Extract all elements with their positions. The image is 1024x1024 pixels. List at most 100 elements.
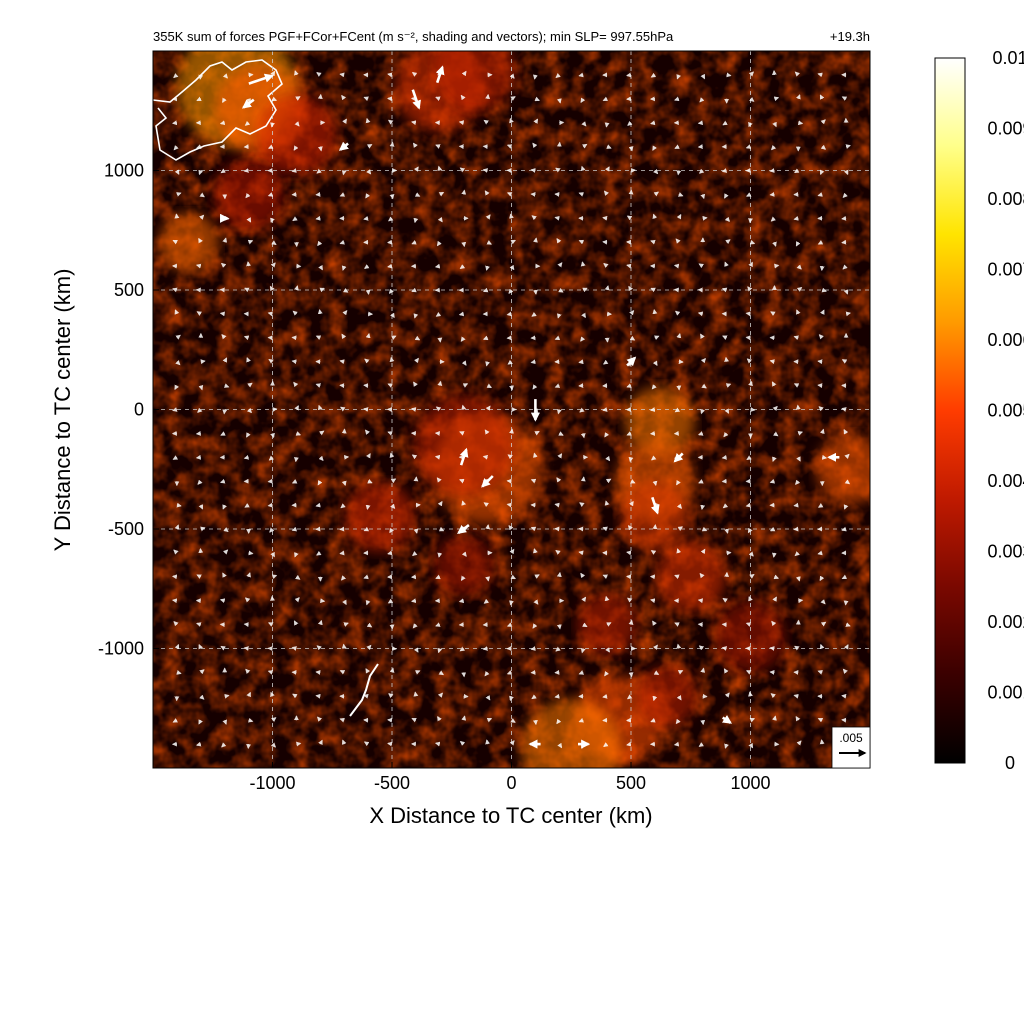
- force-vector-small: [484, 670, 490, 677]
- force-vector-small: [674, 622, 680, 627]
- force-vector-small: [461, 241, 467, 248]
- force-vector-small: [843, 504, 849, 510]
- force-vector-small: [220, 431, 226, 436]
- force-vector-small: [460, 575, 466, 581]
- force-vector-small: [459, 740, 466, 746]
- force-vector-small: [748, 121, 753, 128]
- force-vector-small: [200, 359, 206, 365]
- colorbar-tick-label: 0.003: [987, 542, 1024, 562]
- force-vector-small: [436, 477, 442, 483]
- y-tick-label: 1000: [104, 161, 144, 181]
- force-vector-small: [485, 93, 491, 100]
- force-vector-small: [244, 503, 250, 508]
- force-vector-small: [315, 215, 321, 221]
- time-label: +19.3h: [830, 29, 870, 44]
- force-vector-small: [794, 645, 800, 651]
- force-vector-small: [772, 241, 777, 247]
- force-vector-small: [171, 120, 178, 126]
- force-vector-small: [580, 647, 586, 654]
- force-vector-small: [650, 287, 656, 293]
- force-vector-small: [437, 70, 443, 76]
- force-vector-small: [796, 264, 802, 270]
- force-vector-small: [509, 264, 515, 271]
- chart-title: 355K sum of forces PGF+FCor+FCent (m s⁻²…: [153, 29, 674, 44]
- force-vector-small: [580, 165, 586, 172]
- force-vector-small: [294, 552, 299, 558]
- force-vector-small: [653, 670, 660, 675]
- heatmap-plot-area: [153, 51, 870, 768]
- force-vector-small: [224, 693, 230, 699]
- force-vector-small: [699, 572, 705, 579]
- force-vector-small: [722, 597, 728, 603]
- force-vector-small: [196, 622, 202, 627]
- force-vector-small: [486, 717, 493, 723]
- force-vector-small: [773, 431, 779, 437]
- force-vector-small: [271, 717, 277, 723]
- force-vector-small: [721, 168, 728, 173]
- force-vector-small: [603, 742, 609, 748]
- force-vector-small: [196, 144, 202, 149]
- hotspot: [619, 482, 690, 553]
- force-vector-small: [316, 168, 322, 174]
- force-vector-small: [581, 596, 587, 603]
- force-vector-small: [602, 96, 609, 102]
- force-vector-small: [437, 552, 443, 558]
- force-vector-small: [509, 600, 514, 606]
- force-vector-small: [267, 670, 274, 675]
- force-vector-small: [293, 457, 299, 463]
- force-vector-small: [676, 548, 682, 554]
- force-vector-small: [196, 311, 203, 316]
- colorbar: [934, 57, 966, 764]
- force-vector-small: [246, 691, 251, 698]
- force-vector-small: [243, 168, 249, 173]
- force-vector-small: [654, 335, 660, 341]
- force-vector-small: [461, 189, 467, 195]
- force-vector-small: [841, 359, 848, 364]
- force-vector-small: [821, 287, 827, 293]
- y-tick-label: -1000: [98, 639, 144, 659]
- force-vector-small: [676, 213, 682, 220]
- force-vector-small: [845, 622, 851, 627]
- force-vector-small: [745, 670, 752, 675]
- hotspot: [413, 395, 514, 496]
- force-vector-small: [769, 478, 776, 484]
- force-vector-small: [410, 598, 417, 604]
- force-vector-small: [724, 408, 730, 414]
- force-vector-small: [602, 526, 608, 532]
- force-vector-small: [626, 431, 632, 436]
- force-vector-small: [459, 167, 466, 173]
- force-vector-small: [341, 170, 347, 176]
- force-vector-small: [676, 695, 682, 701]
- force-vector-small: [506, 502, 512, 508]
- force-vector-small: [221, 742, 227, 748]
- force-vector-small: [364, 358, 370, 364]
- force-vector-small: [698, 645, 705, 651]
- force-vector-small: [413, 313, 419, 319]
- force-vector-small: [458, 311, 465, 317]
- force-vector-small: [509, 428, 514, 434]
- force-vector-small: [817, 359, 823, 365]
- force-vector-small: [554, 335, 561, 341]
- force-vector-small: [317, 404, 323, 411]
- force-vector-small: [270, 432, 275, 439]
- force-vector-small: [341, 333, 347, 340]
- force-vector-small: [844, 479, 851, 485]
- force-vector-small: [461, 360, 467, 366]
- force-vector-small: [749, 96, 755, 102]
- force-vector-small: [700, 333, 705, 339]
- force-vector-small: [387, 598, 394, 604]
- force-vector-small: [198, 504, 204, 510]
- force-vector-small: [771, 144, 777, 151]
- force-vector-small: [725, 718, 731, 723]
- force-vector-small: [602, 574, 608, 580]
- force-vector-small: [509, 117, 514, 124]
- force-vector-small: [724, 743, 729, 749]
- force-vector-small: [697, 431, 704, 436]
- force-vector-small: [626, 72, 632, 78]
- force-vector-small: [319, 287, 325, 293]
- force-vector-small: [292, 216, 298, 222]
- force-vector-small: [578, 239, 585, 245]
- force-vector-small: [509, 740, 515, 746]
- force-vector-small: [726, 72, 732, 78]
